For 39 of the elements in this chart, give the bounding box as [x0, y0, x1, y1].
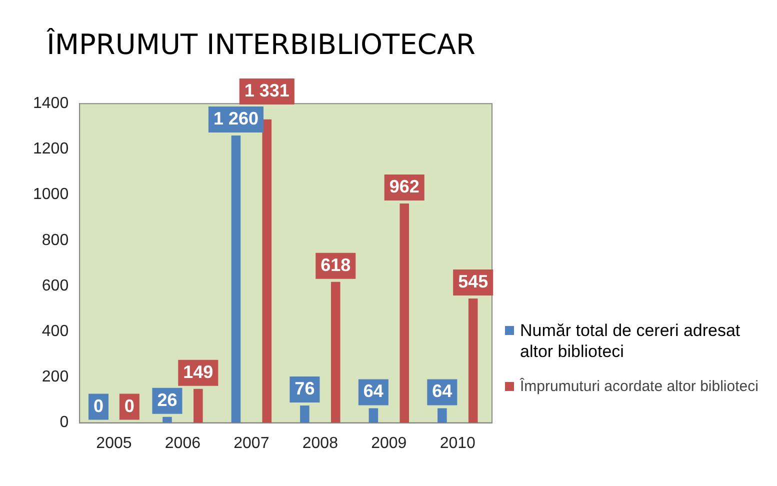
data-label: 545	[458, 272, 488, 292]
bar	[368, 408, 378, 423]
data-label: 618	[320, 254, 351, 275]
x-tick-label: 2010	[440, 434, 476, 452]
bar	[162, 416, 172, 423]
data-label: 149	[183, 362, 214, 382]
data-label: 76	[294, 378, 315, 398]
y-tick-label: 600	[42, 277, 69, 294]
bar	[231, 136, 241, 423]
y-tick-label: 1400	[33, 95, 69, 112]
bar	[400, 203, 410, 423]
bar	[438, 408, 447, 423]
data-label: 26	[157, 390, 178, 410]
legend-label: Împrumuturi acordate altor biblioteci	[520, 376, 758, 397]
x-tick-label: 2008	[302, 434, 338, 452]
bar	[262, 119, 272, 423]
chart-title: ÎMPRUMUT INTERBIBLIOTECAR	[46, 28, 476, 62]
y-tick-label: 200	[42, 368, 69, 386]
y-tick-label: 1200	[33, 140, 69, 158]
legend-label: Număr total de cereri adresat altor biblioteci	[520, 320, 742, 362]
data-label: 962	[389, 176, 420, 196]
bar	[300, 405, 310, 423]
x-tick-label: 2009	[371, 434, 407, 452]
data-label: 1 331	[244, 80, 290, 100]
y-tick-label: 1000	[33, 186, 69, 204]
x-tick-label: 2006	[164, 434, 201, 452]
bar	[468, 298, 478, 423]
y-tick-label: 0	[60, 414, 69, 432]
data-label: 1 260	[213, 108, 258, 128]
y-tick-label: 800	[42, 232, 69, 249]
data-label: 0	[93, 396, 104, 416]
data-label: 64	[432, 381, 452, 402]
data-label: 64	[363, 381, 384, 402]
x-tick-label: 2007	[234, 434, 270, 452]
y-tick-label: 400	[42, 323, 69, 340]
x-tick-label: 2005	[96, 434, 132, 452]
bar	[330, 282, 340, 423]
data-label: 0	[124, 396, 134, 416]
bar	[194, 388, 203, 423]
